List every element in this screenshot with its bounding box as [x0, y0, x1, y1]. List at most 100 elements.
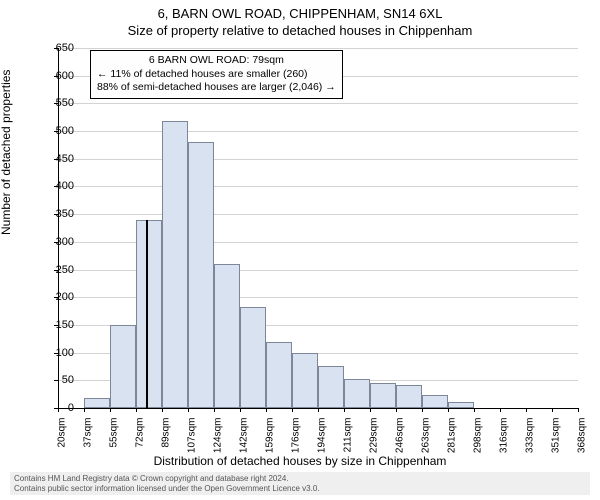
y-tick-label: 100 [44, 347, 74, 359]
y-tick-mark [54, 242, 58, 243]
x-tick-mark [318, 408, 319, 412]
y-tick-mark [54, 353, 58, 354]
histogram-bar [240, 307, 266, 408]
y-tick-label: 500 [44, 125, 74, 137]
x-tick-label: 281sqm [447, 418, 458, 462]
y-tick-label: 550 [44, 97, 74, 109]
x-tick-mark [188, 408, 189, 412]
y-tick-mark [54, 186, 58, 187]
x-tick-mark [266, 408, 267, 412]
y-tick-label: 0 [44, 402, 74, 414]
x-tick-label: 37sqm [83, 418, 94, 462]
y-tick-mark [54, 270, 58, 271]
x-tick-mark [448, 408, 449, 412]
histogram-bar [110, 325, 136, 408]
x-tick-mark [500, 408, 501, 412]
footer-line1: Contains HM Land Registry data © Crown c… [14, 474, 586, 484]
x-tick-mark [292, 408, 293, 412]
x-tick-label: 124sqm [213, 418, 224, 462]
histogram-bar [396, 385, 422, 408]
x-tick-label: 159sqm [265, 418, 276, 462]
gridline [58, 186, 578, 187]
x-tick-label: 298sqm [473, 418, 484, 462]
y-tick-mark [54, 380, 58, 381]
y-tick-label: 300 [44, 236, 74, 248]
histogram-bar [422, 395, 448, 408]
x-tick-label: 316sqm [499, 418, 510, 462]
title-sub: Size of property relative to detached ho… [0, 23, 600, 38]
histogram-bar [266, 342, 292, 408]
x-tick-mark [240, 408, 241, 412]
y-tick-mark [54, 48, 58, 49]
annotation-line2: ← 11% of detached houses are smaller (26… [97, 68, 336, 82]
histogram-bar [214, 264, 240, 408]
y-tick-label: 450 [44, 153, 74, 165]
x-tick-label: 333sqm [525, 418, 536, 462]
y-tick-label: 200 [44, 291, 74, 303]
y-tick-label: 50 [44, 374, 74, 386]
x-tick-mark [474, 408, 475, 412]
x-tick-mark [396, 408, 397, 412]
y-tick-mark [54, 159, 58, 160]
x-tick-label: 246sqm [395, 418, 406, 462]
gridline [58, 159, 578, 160]
y-tick-label: 150 [44, 319, 74, 331]
x-tick-mark [422, 408, 423, 412]
y-tick-label: 350 [44, 208, 74, 220]
chart-container: 6, BARN OWL ROAD, CHIPPENHAM, SN14 6XL S… [0, 0, 600, 500]
y-tick-mark [54, 214, 58, 215]
x-tick-mark [552, 408, 553, 412]
y-axis-label: Number of detached properties [0, 70, 13, 235]
x-tick-label: 55sqm [109, 418, 120, 462]
histogram-bar [318, 366, 344, 408]
gridline [58, 103, 578, 104]
footer: Contains HM Land Registry data © Crown c… [10, 472, 590, 495]
histogram-bar [162, 121, 188, 408]
x-tick-label: 176sqm [291, 418, 302, 462]
y-tick-mark [54, 297, 58, 298]
annotation-line3: 88% of semi-detached houses are larger (… [97, 81, 336, 95]
x-tick-mark [84, 408, 85, 412]
y-tick-label: 600 [44, 70, 74, 82]
x-tick-label: 20sqm [57, 418, 68, 462]
x-tick-label: 229sqm [369, 418, 380, 462]
x-tick-mark [526, 408, 527, 412]
subject-marker-line [146, 220, 148, 408]
x-tick-label: 89sqm [161, 418, 172, 462]
x-tick-label: 263sqm [421, 418, 432, 462]
histogram-bar [344, 379, 370, 408]
gridline [58, 48, 578, 49]
x-tick-mark [110, 408, 111, 412]
x-tick-mark [58, 408, 59, 412]
plot-area [58, 48, 578, 408]
x-tick-mark [214, 408, 215, 412]
y-tick-mark [54, 76, 58, 77]
annotation-line1: 6 BARN OWL ROAD: 79sqm [97, 54, 336, 68]
gridline [58, 214, 578, 215]
histogram-bar [84, 398, 110, 408]
histogram-bar [136, 220, 162, 408]
x-tick-mark [162, 408, 163, 412]
y-tick-mark [54, 325, 58, 326]
x-tick-label: 351sqm [551, 418, 562, 462]
histogram-bar [370, 383, 396, 408]
y-tick-label: 650 [44, 42, 74, 54]
histogram-bar [292, 353, 318, 408]
x-tick-mark [578, 408, 579, 412]
x-tick-mark [344, 408, 345, 412]
x-tick-mark [136, 408, 137, 412]
x-tick-label: 211sqm [343, 418, 354, 462]
x-tick-label: 142sqm [239, 418, 250, 462]
y-tick-label: 400 [44, 180, 74, 192]
histogram-bar [188, 142, 214, 408]
annotation-box: 6 BARN OWL ROAD: 79sqm ← 11% of detached… [90, 50, 343, 99]
x-tick-label: 368sqm [577, 418, 588, 462]
x-tick-label: 194sqm [317, 418, 328, 462]
title-main: 6, BARN OWL ROAD, CHIPPENHAM, SN14 6XL [0, 6, 600, 21]
y-tick-mark [54, 131, 58, 132]
x-tick-label: 72sqm [135, 418, 146, 462]
x-tick-label: 107sqm [187, 418, 198, 462]
y-tick-label: 250 [44, 264, 74, 276]
x-tick-mark [370, 408, 371, 412]
footer-line2: Contains public sector information licen… [14, 484, 586, 494]
